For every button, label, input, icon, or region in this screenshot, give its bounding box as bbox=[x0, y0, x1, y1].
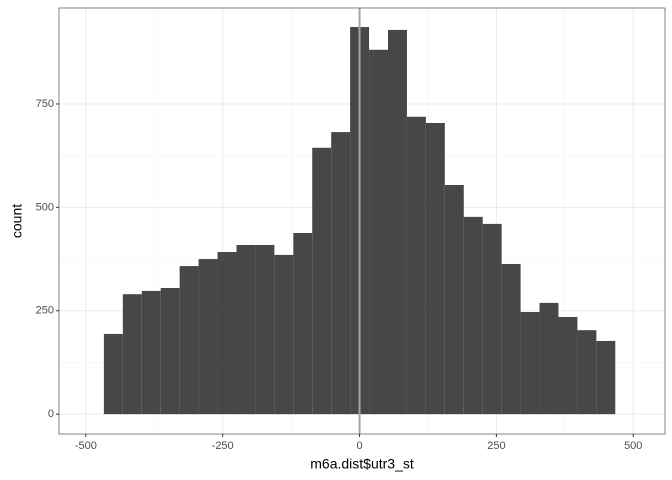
bar bbox=[482, 223, 502, 415]
bar bbox=[141, 290, 161, 415]
bar bbox=[406, 116, 426, 415]
bar bbox=[463, 216, 483, 415]
x-tick-label: -250 bbox=[212, 440, 234, 452]
bar bbox=[596, 340, 616, 415]
bar bbox=[293, 232, 313, 415]
bar bbox=[179, 266, 199, 415]
bar bbox=[236, 244, 256, 415]
bar bbox=[520, 311, 540, 415]
y-axis-title: count bbox=[9, 204, 25, 238]
bar bbox=[198, 259, 218, 415]
bar bbox=[122, 294, 142, 415]
bar bbox=[331, 132, 351, 415]
bar bbox=[558, 316, 578, 415]
x-tick-label: 500 bbox=[624, 440, 642, 452]
bar bbox=[312, 147, 332, 415]
bar bbox=[160, 288, 180, 415]
x-axis-title: m6a.dist$utr3_st bbox=[310, 456, 414, 472]
bar bbox=[577, 330, 597, 415]
bar bbox=[425, 122, 445, 415]
bar bbox=[444, 185, 464, 415]
bar bbox=[255, 244, 275, 415]
bar bbox=[274, 254, 294, 415]
y-tick-label: 500 bbox=[36, 201, 54, 213]
bar bbox=[217, 252, 237, 415]
x-tick-label: 0 bbox=[356, 440, 362, 452]
y-tick-label: 0 bbox=[48, 408, 54, 420]
y-tick-label: 250 bbox=[36, 305, 54, 317]
bar bbox=[103, 333, 123, 415]
bar bbox=[501, 264, 521, 415]
panel-border bbox=[58, 7, 666, 435]
y-tick-label: 750 bbox=[36, 98, 54, 110]
bar bbox=[539, 302, 559, 415]
x-tick-label: -500 bbox=[75, 440, 97, 452]
bar bbox=[369, 49, 389, 415]
bar bbox=[388, 29, 407, 415]
x-tick-label: 250 bbox=[487, 440, 505, 452]
